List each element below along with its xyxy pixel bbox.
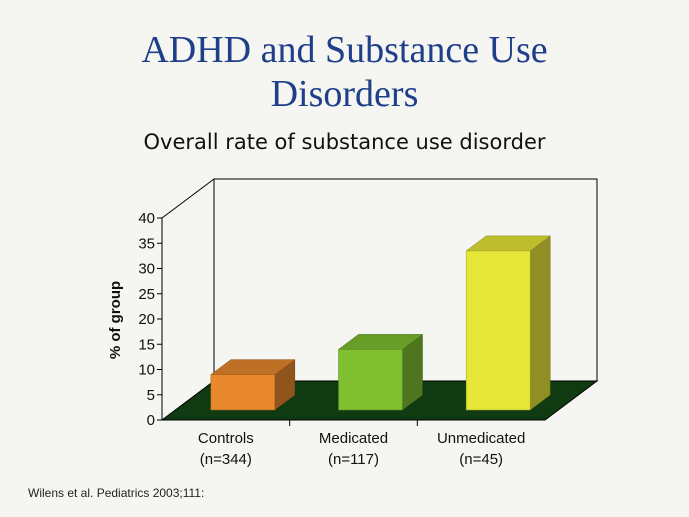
y-tick-label: 40 — [138, 210, 155, 227]
slide-title-line1: ADHD and Substance Use — [141, 29, 548, 71]
y-tick-label: 25 — [138, 286, 155, 303]
y-tick-label: 5 — [147, 387, 155, 404]
y-tick-label: 15 — [138, 336, 155, 353]
x-tick-label: Medicated — [319, 430, 388, 447]
bar-1 — [210, 359, 296, 411]
x-tick-sublabel: (n=117) — [328, 451, 379, 468]
x-tick-label: Unmedicated — [437, 430, 525, 447]
y-axis: 0 5 10 15 20 25 30 35 40 — [138, 210, 162, 429]
bar-2 — [337, 333, 424, 411]
bar-3 — [465, 235, 551, 411]
y-tick-label: 0 — [147, 412, 155, 429]
y-tick-label: 30 — [138, 261, 155, 278]
x-tick-sublabel: (n=344) — [200, 451, 252, 468]
y-tick-label: 20 — [138, 311, 155, 328]
slide-title-line2: Disorders — [270, 73, 419, 115]
x-axis: Controls (n=344) Medicated (n=117) Unmedicat… — [198, 420, 525, 468]
citation: Wilens et al. Pediatrics 2003;111: — [28, 486, 205, 500]
chart-title: Overall rate of substance use disorder — [143, 130, 546, 154]
y-axis-label: % of group — [107, 281, 124, 359]
side-wall-edge — [161, 178, 215, 219]
y-tick-label: 10 — [138, 362, 155, 379]
bar-front — [338, 349, 403, 411]
slide-title: ADHD and Substance Use Disorders — [0, 28, 689, 116]
bar-front — [210, 374, 276, 411]
x-tick-sublabel: (n=45) — [459, 451, 503, 468]
x-tick-label: Controls — [198, 430, 254, 447]
y-tick-label: 35 — [138, 235, 155, 252]
chart-bars — [210, 235, 551, 411]
bar-side — [529, 235, 551, 411]
bar-front — [465, 250, 531, 411]
